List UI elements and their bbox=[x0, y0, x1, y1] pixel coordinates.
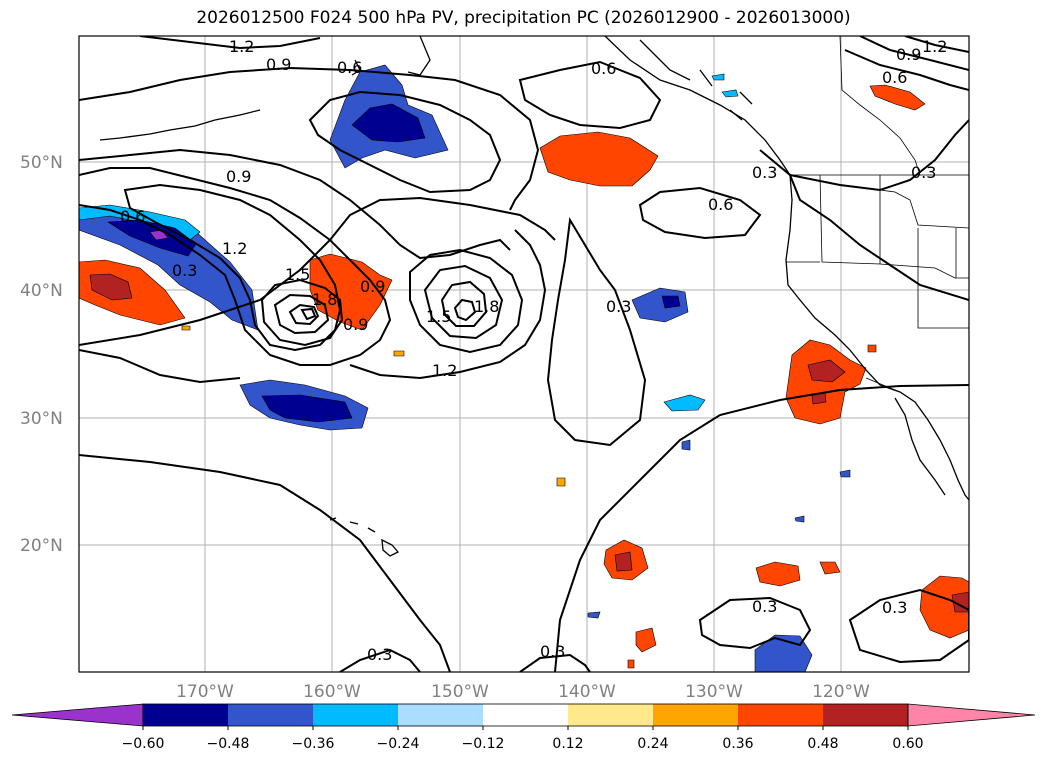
contour-label: 0.3 bbox=[540, 642, 565, 661]
contour-label: 0.9 bbox=[226, 167, 251, 186]
contour-label: 1.2 bbox=[222, 239, 247, 258]
colorbar-outline bbox=[142, 703, 909, 727]
colorbar-tick-label: −0.12 bbox=[462, 736, 505, 752]
colorbar-tick-label: 0.12 bbox=[552, 736, 583, 752]
contour-label: 1.2 bbox=[922, 37, 947, 56]
colorbar-bin bbox=[313, 704, 398, 726]
contour-label: 0.3 bbox=[752, 163, 777, 182]
contour-northeast bbox=[859, 36, 969, 71]
precip-area-north-central bbox=[539, 131, 659, 187]
colorbar-tick-label: −0.36 bbox=[292, 736, 335, 752]
colorbar-tick-label: 0.36 bbox=[722, 736, 753, 752]
contour-label: 0.3 bbox=[882, 598, 907, 617]
contour-label: 0.6 bbox=[591, 59, 616, 78]
contour-label: 1.8 bbox=[474, 297, 499, 316]
precip-area-socal bbox=[785, 339, 867, 425]
colorbar-bin bbox=[143, 704, 228, 726]
contour-label: 0.3 bbox=[172, 261, 197, 280]
colorbar-tick-label: −0.24 bbox=[377, 736, 420, 752]
colorbar-bin bbox=[228, 704, 313, 726]
contour-label: 0.9 bbox=[343, 315, 368, 334]
contour-label: 1.2 bbox=[432, 361, 457, 380]
contour-label: 0.9 bbox=[266, 55, 291, 74]
precip-negative-areas bbox=[79, 64, 851, 672]
contour-label: 0.6 bbox=[882, 68, 907, 87]
contour-0.6-north bbox=[79, 66, 540, 211]
pv-contours bbox=[79, 36, 969, 672]
lon-label-130w: 130°W bbox=[685, 682, 743, 702]
colorbar-tick-label: 0.48 bbox=[807, 736, 838, 752]
coastline-west-america bbox=[604, 36, 969, 501]
lon-label-140w: 140°W bbox=[558, 682, 616, 702]
colorbar-bin bbox=[398, 704, 483, 726]
gridlines bbox=[79, 36, 969, 672]
contour-label: 1.5 bbox=[426, 307, 451, 326]
contour-label: 0.6 bbox=[120, 207, 145, 226]
borders bbox=[786, 36, 969, 393]
contour-label: 0.6 bbox=[708, 195, 733, 214]
contour-label: 0.6 bbox=[337, 58, 362, 77]
contour-label: 0.3 bbox=[911, 163, 936, 182]
colorbar: −0.60 −0.48 −0.36 −0.24 −0.12 0.12 0.24 0.36 0.4… bbox=[11, 703, 1036, 752]
lat-labels: 50°N 40°N 30°N 20°N bbox=[20, 153, 63, 556]
contour-0.9-loop bbox=[79, 167, 392, 366]
lat-label-40n: 40°N bbox=[20, 281, 63, 301]
contour-0.3-main bbox=[79, 454, 451, 672]
contour-label: 1.5 bbox=[285, 265, 310, 284]
colorbar-bin bbox=[568, 704, 653, 726]
chart-title: 2026012500 F024 500 hPa PV, precipitatio… bbox=[196, 8, 851, 28]
lon-label-150w: 150°W bbox=[431, 682, 489, 702]
colorbar-tick-label: −0.60 bbox=[122, 736, 165, 752]
precip-area-far-southeast bbox=[919, 575, 969, 639]
contour-label: 0.3 bbox=[606, 297, 631, 316]
contour-label: 0.3 bbox=[367, 645, 392, 664]
colorbar-tick-label: 0.24 bbox=[637, 736, 668, 752]
colorbar-bin bbox=[653, 704, 738, 726]
contour-label: 1.8 bbox=[312, 290, 337, 309]
precip-positive-areas bbox=[79, 84, 969, 669]
lat-label-20n: 20°N bbox=[20, 536, 63, 556]
colorbar-tick-label: 0.60 bbox=[892, 736, 923, 752]
colorbar-tick-label: −0.48 bbox=[207, 736, 250, 752]
colorbar-bin bbox=[738, 704, 823, 726]
contour-label: 0.3 bbox=[752, 597, 777, 616]
contour-label: 1.2 bbox=[229, 37, 254, 56]
contour-east-loop bbox=[409, 248, 524, 354]
colorbar-extend-low bbox=[11, 703, 144, 727]
contour-label: 0.9 bbox=[360, 277, 385, 296]
colorbar-bin bbox=[483, 704, 568, 726]
lon-label-120w: 120°W bbox=[812, 682, 870, 702]
lon-label-160w: 160°W bbox=[303, 682, 361, 702]
colorbar-bin bbox=[823, 704, 908, 726]
lat-label-30n: 30°N bbox=[20, 409, 63, 429]
colorbar-extend-high bbox=[907, 703, 1036, 727]
lon-label-170w: 170°W bbox=[176, 682, 234, 702]
lon-labels: 170°W 160°W 150°W 140°W 130°W 120°W bbox=[176, 682, 870, 702]
contour-labels: 1.2 0.9 0.6 0.6 0.9 0.6 1.2 0.9 0.6 0.6 … bbox=[120, 37, 947, 664]
precip-area-mid bbox=[309, 253, 393, 331]
contour-1.2-north bbox=[139, 36, 321, 50]
map-frame bbox=[78, 35, 970, 673]
lat-label-50n: 50°N bbox=[20, 153, 63, 173]
contour-label: 0.9 bbox=[896, 45, 921, 64]
